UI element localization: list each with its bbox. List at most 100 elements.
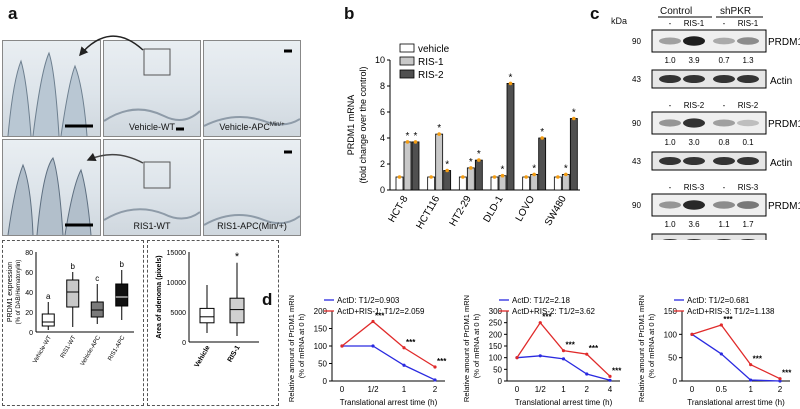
data-point xyxy=(469,166,473,170)
bar xyxy=(474,159,483,191)
y-tick-label: 8 xyxy=(380,81,385,91)
x-tick-label: 2 xyxy=(433,385,438,394)
y-axis-label-2: (% of DAB/Hematoxylin) xyxy=(16,260,22,325)
box xyxy=(229,297,245,324)
band xyxy=(737,75,759,83)
legend-swatch xyxy=(399,56,415,66)
x-axis-label: Translational arrest time (h) xyxy=(515,398,613,407)
line-chart-ris2: 0 50 100 150 200 250 300 0 1/2 1 2 4 Translational a… xyxy=(462,295,622,407)
data-point xyxy=(405,140,410,144)
bar xyxy=(553,176,562,191)
significance-star: *** xyxy=(566,341,576,350)
band xyxy=(713,201,735,209)
x-tick-label: 2 xyxy=(585,385,590,394)
data-point xyxy=(564,172,568,177)
significance-star: * xyxy=(445,160,449,171)
category-label: Vehicle xyxy=(194,344,212,368)
boxplot-prdm1: 0 20 40 60 80 PRDM1 expression (% of DAB/Hemat… xyxy=(7,250,134,367)
bar xyxy=(466,167,475,191)
panel-label-b: b xyxy=(344,4,355,23)
significance-star: *** xyxy=(406,338,416,347)
y-tick-label: 250 xyxy=(489,319,503,328)
significance-star: * xyxy=(235,251,240,263)
significance-star: *** xyxy=(375,312,385,321)
blot-prdm1 xyxy=(651,111,767,135)
blot-prdm1 xyxy=(651,193,767,217)
line-chart-ris3: 0 50 100 150 0 0.5 1 2 Translational arrest time… xyxy=(637,295,792,407)
data-point xyxy=(433,365,437,369)
villi-illustration xyxy=(204,150,300,226)
band xyxy=(659,37,681,45)
band xyxy=(713,119,735,127)
bar xyxy=(538,137,547,191)
x-tick-label: 1/2 xyxy=(535,385,547,394)
control-label: Control xyxy=(660,6,693,17)
blot-actin xyxy=(651,151,767,171)
data-point xyxy=(538,321,542,325)
y-tick-label: 40 xyxy=(25,290,33,297)
bar xyxy=(561,173,570,191)
x-tick-label: 1 xyxy=(561,385,566,394)
loading-label: Actin xyxy=(770,76,792,87)
y-tick-label: 5000 xyxy=(170,310,186,317)
data-point xyxy=(532,172,536,177)
micrograph-vehicle-apc: Vehicle-APCMin/+ xyxy=(203,40,301,137)
band xyxy=(713,75,735,83)
data-point xyxy=(500,173,505,178)
villi-illustration xyxy=(204,49,300,127)
boxplot-prdm1-frame xyxy=(2,240,144,406)
significance-star: * xyxy=(406,131,410,142)
y-axis-label: Relative amount of PrDM1 mRNA xyxy=(462,295,471,402)
data-point xyxy=(778,379,782,383)
shpkr-label: shPKR xyxy=(720,6,752,17)
band-label: PRDM1 xyxy=(768,37,800,48)
data-point xyxy=(749,378,753,382)
band xyxy=(662,239,678,240)
legend-label: ActD+RIS-3: T1/2=1.138 xyxy=(687,307,775,316)
data-point xyxy=(585,352,589,356)
band-label: PRDM1 xyxy=(768,201,800,212)
data-point xyxy=(561,349,566,353)
bar xyxy=(530,173,539,191)
legend-swatch xyxy=(399,69,415,79)
significance-star: * xyxy=(501,165,505,176)
y-tick-label: 150 xyxy=(664,307,678,316)
quant-value: 1.3 xyxy=(742,56,754,65)
micro-label-vehicle-apc: Vehicle-APCMin/+ xyxy=(219,122,285,132)
box xyxy=(115,283,129,307)
y-tick-label: 60 xyxy=(25,270,33,277)
panel-label-d: d xyxy=(262,290,273,309)
lane-label: - xyxy=(723,101,726,110)
legend-label: RIS-1 xyxy=(418,57,444,68)
lane-label: - xyxy=(723,19,726,28)
significance-letter: b xyxy=(120,260,125,269)
x-tick-label: 1/2 xyxy=(367,385,379,394)
band xyxy=(713,157,735,165)
significance-star: * xyxy=(572,108,576,119)
band xyxy=(737,119,759,127)
significance-star: *** xyxy=(753,355,763,364)
villi-illustration xyxy=(7,51,93,136)
series-line xyxy=(691,333,781,382)
significance-star: *** xyxy=(723,315,733,324)
data-point xyxy=(749,363,753,367)
quant-value: 0.1 xyxy=(742,138,754,147)
box xyxy=(199,307,215,324)
band-label: PRDM1 xyxy=(768,119,800,130)
legend-label: ActD+RIS-1: T1/2=2.059 xyxy=(337,307,425,316)
data-point xyxy=(556,175,560,179)
data-point xyxy=(397,175,402,179)
x-tick-label: 4 xyxy=(608,385,613,394)
panel-label-a: a xyxy=(8,4,18,23)
x-tick-label: 0.5 xyxy=(716,385,728,394)
band xyxy=(713,37,735,45)
data-point xyxy=(538,354,542,358)
zoom-arrows xyxy=(79,35,144,164)
band xyxy=(683,157,705,165)
band xyxy=(659,119,681,127)
lane-label: - xyxy=(723,183,726,192)
villi-illustration xyxy=(104,48,200,131)
significance-star: *** xyxy=(589,344,599,353)
y-tick-label: 0 xyxy=(673,377,678,386)
data-point xyxy=(429,175,433,179)
